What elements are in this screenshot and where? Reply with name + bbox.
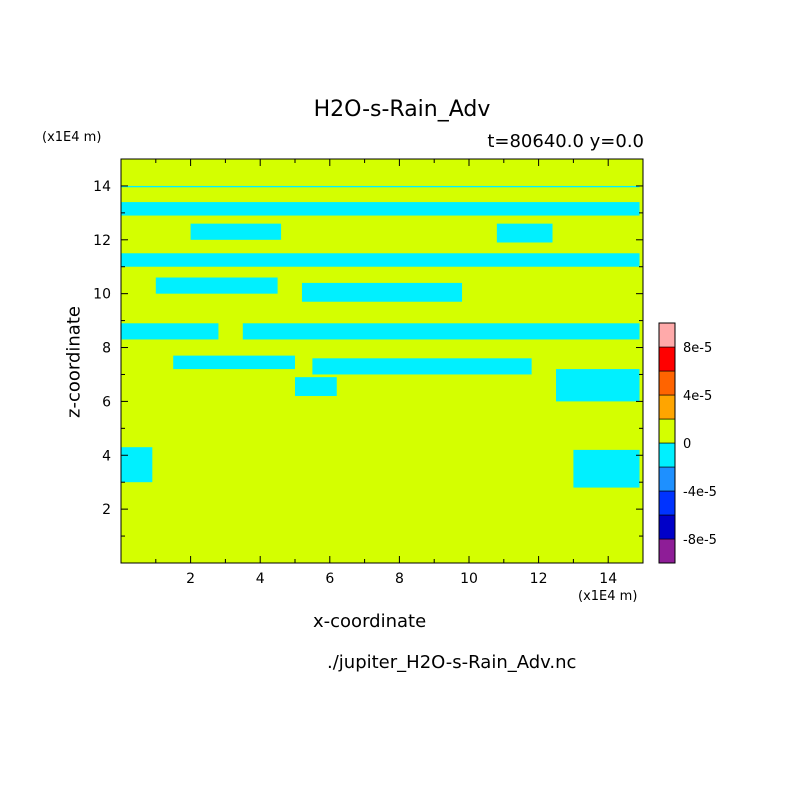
x-tick-label: 14: [599, 571, 617, 587]
chart-title: H2O-s-Rain_Adv: [313, 97, 491, 122]
negative-region-11: [121, 447, 153, 483]
negative-region-5: [121, 323, 219, 340]
x-tick-label: 10: [460, 571, 478, 587]
colorbar-label: -4e-5: [683, 485, 717, 500]
negative-region-12: [573, 449, 640, 488]
negative-region-6: [242, 323, 640, 340]
y-tick-label: 14: [93, 179, 111, 195]
x-axis-label: x-coordinate: [313, 611, 427, 632]
y-tick-label: 10: [93, 287, 111, 303]
x-tick-label: 2: [186, 571, 195, 587]
colorbar-swatch-9: [658, 322, 676, 348]
negative-region-3: [155, 277, 278, 294]
negative-region-7: [173, 355, 295, 370]
colorbar-swatch-1: [658, 514, 676, 540]
negative-region-9: [295, 377, 337, 397]
negative-region-10: [556, 369, 640, 402]
negative-region-1: [121, 202, 640, 216]
x-tick-label: 4: [256, 571, 265, 587]
colorbar-swatch-6: [658, 394, 676, 420]
negative-region-4: [301, 282, 463, 302]
negative-region-14: [190, 223, 282, 240]
colorbar-label: 4e-5: [683, 389, 712, 404]
colorbar-swatch-8: [658, 346, 676, 372]
negative-region-13: [496, 223, 553, 243]
colorbar-label: 0: [683, 437, 691, 452]
negative-region-2: [121, 253, 640, 267]
y-tick-label: 4: [102, 448, 111, 464]
colorbar-swatch-3: [658, 466, 676, 492]
y-tick-label: 6: [102, 394, 111, 410]
x-tick-label: 6: [325, 571, 334, 587]
x-tick-label: 8: [395, 571, 404, 587]
colorbar-label: 8e-5: [683, 341, 712, 356]
colorbar-swatch-7: [658, 370, 676, 396]
chart-subtitle: t=80640.0 y=0.0: [487, 131, 644, 152]
plot-frame: [120, 158, 644, 564]
colorbar-swatch-2: [658, 490, 676, 516]
colorbar-frame: [658, 322, 676, 564]
y-axis-unit: (x1E4 m): [42, 130, 102, 145]
x-tick-label: 12: [530, 571, 548, 587]
y-tick-label: 2: [102, 502, 111, 518]
x-axis-unit: (x1E4 m): [578, 589, 638, 604]
y-tick-label: 8: [102, 341, 111, 357]
colorbar-swatch-4: [658, 442, 676, 468]
colorbar-swatch-0: [658, 538, 676, 564]
colorbar-swatch-5: [658, 418, 676, 444]
source-file-label: ./jupiter_H2O-s-Rain_Adv.nc: [327, 652, 577, 673]
negative-region-0: [121, 185, 640, 188]
colorbar-label: -8e-5: [683, 533, 717, 548]
y-tick-label: 12: [93, 233, 111, 249]
negative-region-8: [312, 358, 532, 375]
